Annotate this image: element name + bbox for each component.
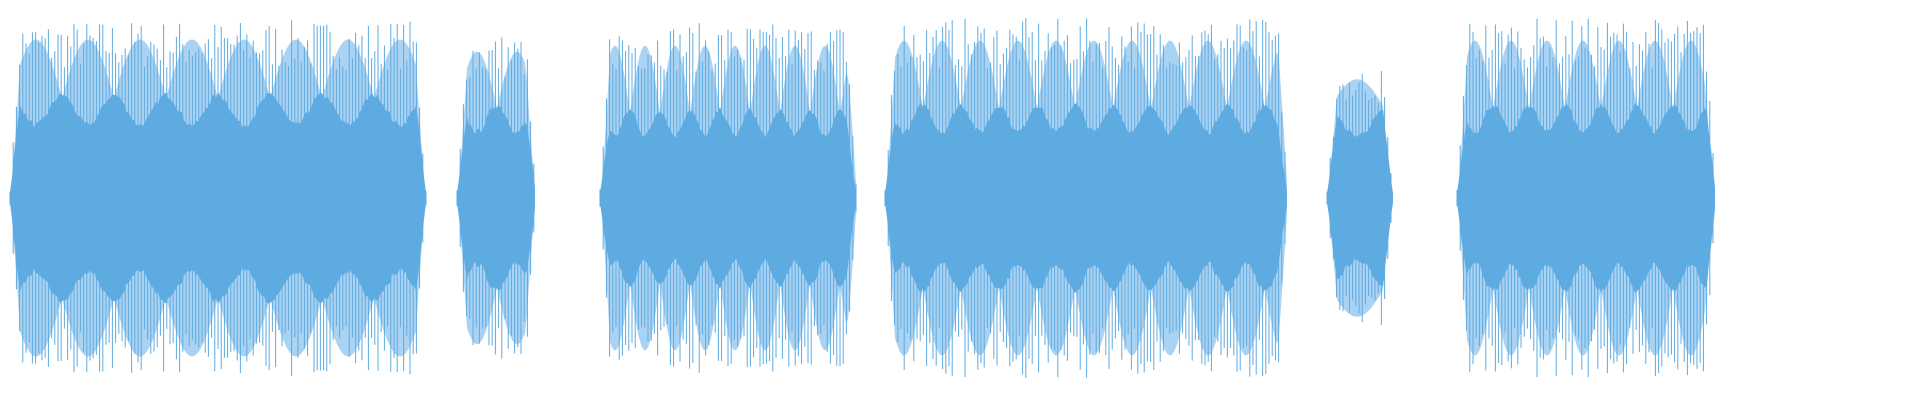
waveform-core <box>1327 109 1393 287</box>
waveform-core <box>1457 103 1715 293</box>
waveform-core <box>885 103 1287 293</box>
waveform-core <box>600 107 856 289</box>
waveform-core <box>457 105 535 291</box>
waveform-core <box>10 92 426 304</box>
